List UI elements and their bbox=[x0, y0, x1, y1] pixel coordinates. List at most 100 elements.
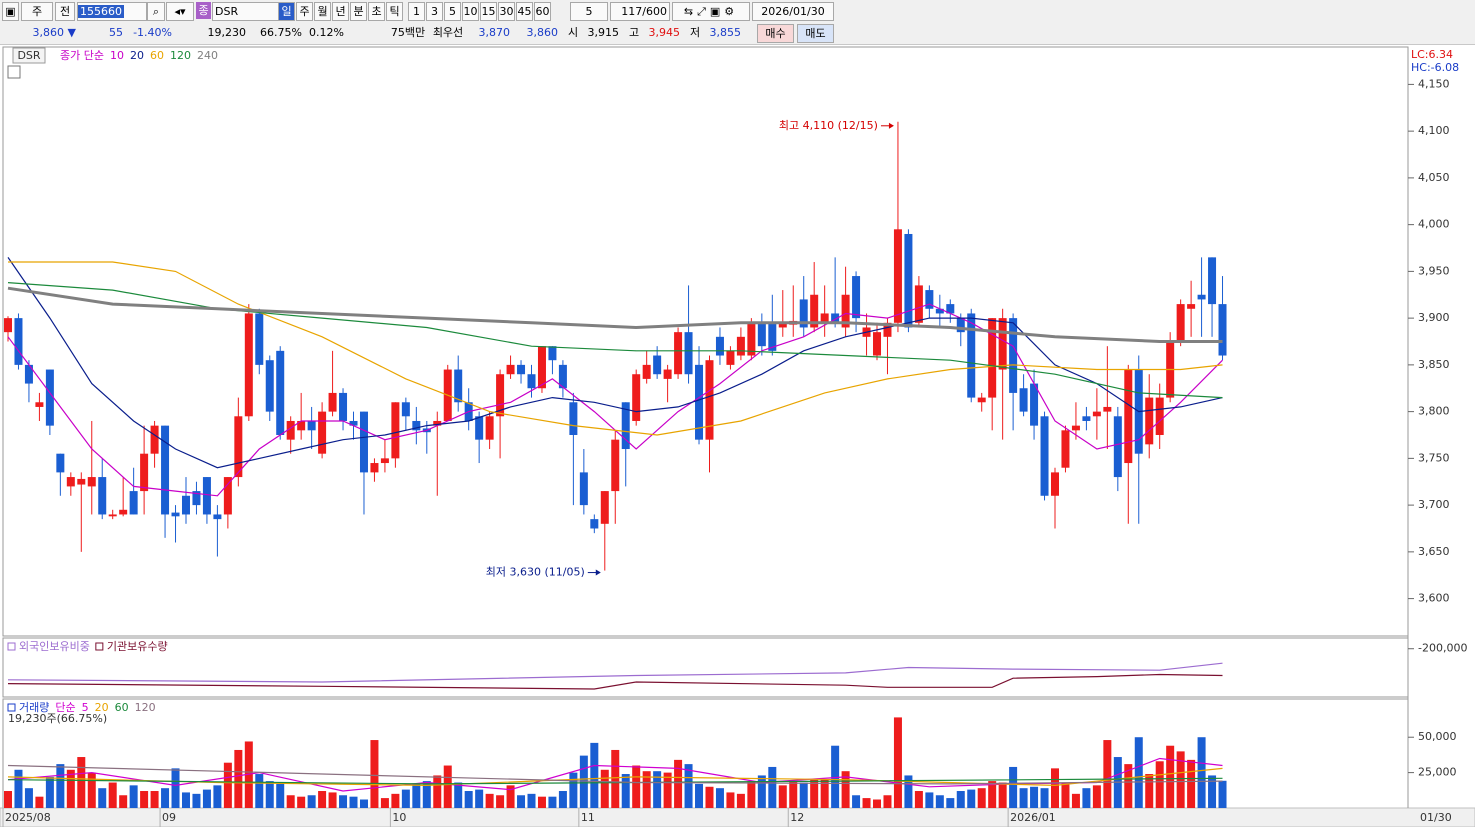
unit-select[interactable]: 5 bbox=[570, 2, 608, 21]
high-label: 고 bbox=[628, 26, 640, 39]
ask: 3,870 bbox=[478, 26, 511, 39]
candle-body bbox=[129, 491, 138, 515]
volume-bar bbox=[799, 782, 808, 808]
ma-line bbox=[7, 764, 1223, 785]
prev-button[interactable]: 전 bbox=[55, 2, 75, 21]
volume-bar bbox=[1155, 761, 1164, 808]
volume-bar bbox=[276, 783, 285, 808]
period-button[interactable]: 45 bbox=[516, 2, 533, 21]
y-tick-label: 3,900 bbox=[1418, 311, 1450, 324]
period-button[interactable]: 30 bbox=[498, 2, 515, 21]
code-input[interactable]: 155660 bbox=[77, 2, 147, 21]
bid: 3,860 bbox=[526, 26, 559, 39]
volume-bar bbox=[433, 775, 442, 808]
volume-bar bbox=[234, 749, 243, 808]
volume-bar bbox=[1009, 766, 1018, 808]
period-button[interactable]: 15 bbox=[480, 2, 497, 21]
volume-bar bbox=[653, 771, 662, 808]
market-select[interactable]: 주 bbox=[21, 2, 53, 21]
candle-body bbox=[820, 313, 829, 323]
period-button[interactable]: 주 bbox=[296, 2, 313, 21]
candle-body bbox=[140, 453, 149, 492]
candle-body bbox=[914, 285, 923, 323]
volume: 19,230 bbox=[207, 26, 247, 39]
period-button[interactable]: 3 bbox=[426, 2, 443, 21]
period-button[interactable]: 10 bbox=[462, 2, 479, 21]
candle-body bbox=[1092, 411, 1101, 417]
candle-body bbox=[401, 402, 410, 417]
candle-body bbox=[988, 318, 997, 398]
candle-body bbox=[998, 318, 1007, 370]
candle-body bbox=[1113, 416, 1122, 478]
candle-body bbox=[255, 313, 264, 365]
candle-body bbox=[946, 304, 955, 314]
candle-body bbox=[359, 411, 368, 473]
candle-body bbox=[307, 420, 316, 431]
period-button[interactable]: 틱 bbox=[386, 2, 403, 21]
volume-bar bbox=[883, 795, 892, 808]
candle-body bbox=[349, 420, 358, 426]
lc-label: LC:6.34 bbox=[1411, 48, 1453, 61]
sound-button[interactable]: ◂▾ bbox=[166, 2, 194, 21]
rate: -1.40% bbox=[133, 26, 172, 39]
volume-bar bbox=[956, 791, 965, 808]
volume-bar bbox=[548, 796, 557, 808]
count-input[interactable]: 117/600 bbox=[610, 2, 670, 21]
candle-body bbox=[234, 416, 243, 478]
date-input[interactable]: 2026/01/30 bbox=[752, 2, 834, 21]
period-button[interactable]: 일 bbox=[278, 2, 295, 21]
period-button[interactable]: 1 bbox=[408, 2, 425, 21]
candle-body bbox=[66, 477, 75, 487]
candle-body bbox=[715, 336, 724, 356]
tool-icons[interactable]: ⇆⤢▣⚙ bbox=[672, 2, 750, 21]
best-label: 최우선 bbox=[432, 26, 464, 39]
candle-body bbox=[904, 233, 913, 328]
candle-body bbox=[276, 350, 285, 435]
period-button[interactable]: 월 bbox=[314, 2, 331, 21]
candle-body bbox=[265, 360, 274, 412]
volume-bar bbox=[747, 781, 756, 808]
ma-line bbox=[7, 286, 1223, 343]
candle-body bbox=[391, 402, 400, 459]
volume-bar bbox=[642, 771, 651, 808]
volume-bar bbox=[14, 769, 23, 808]
name-input[interactable]: DSR bbox=[212, 2, 279, 21]
volume-bar bbox=[579, 755, 588, 808]
menu-icon[interactable]: ▣ bbox=[2, 2, 19, 21]
ma-line bbox=[7, 662, 1223, 683]
y-tick-label: 4,100 bbox=[1418, 124, 1450, 137]
period-button[interactable]: 5 bbox=[444, 2, 461, 21]
candle-body bbox=[380, 458, 389, 464]
volume-bar bbox=[558, 791, 567, 808]
candle-body bbox=[506, 364, 515, 375]
candle-body bbox=[1176, 304, 1185, 342]
legend-swatch bbox=[7, 703, 16, 712]
x-tick-label: 11 bbox=[581, 811, 595, 824]
candle-body bbox=[747, 322, 756, 356]
volume-bar bbox=[349, 796, 358, 808]
buy-button[interactable]: 매수 bbox=[757, 24, 794, 43]
candle-body bbox=[244, 313, 253, 417]
volume-bar bbox=[527, 793, 536, 808]
candle-body bbox=[485, 416, 494, 440]
volume-bar bbox=[925, 792, 934, 808]
period-button[interactable]: 분 bbox=[350, 2, 367, 21]
volume-bar bbox=[736, 793, 745, 808]
sell-button[interactable]: 매도 bbox=[797, 24, 834, 43]
candle-body bbox=[87, 477, 96, 487]
candle-body bbox=[1082, 416, 1091, 421]
search-button[interactable]: ⌕ bbox=[147, 2, 165, 21]
candle-body bbox=[768, 322, 777, 351]
volume-bar bbox=[66, 769, 75, 808]
candle-body bbox=[1155, 397, 1164, 435]
candle-body bbox=[496, 374, 505, 417]
volume-bar bbox=[988, 781, 997, 808]
period-button[interactable]: 년 bbox=[332, 2, 349, 21]
y-tick-label: 4,000 bbox=[1418, 218, 1450, 231]
period-button[interactable]: 60 bbox=[534, 2, 551, 21]
period-button[interactable]: 초 bbox=[368, 2, 385, 21]
y-tick-label: 3,850 bbox=[1418, 358, 1450, 371]
x-tick-label: 10 bbox=[392, 811, 406, 824]
candle-body bbox=[705, 360, 714, 440]
